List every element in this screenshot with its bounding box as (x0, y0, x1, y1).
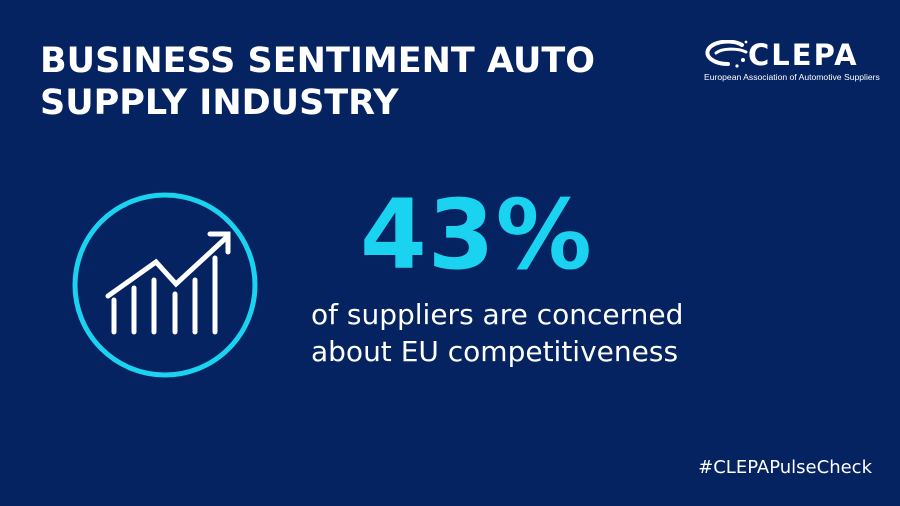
title-line-1: BUSINESS SENTIMENT AUTO (40, 41, 596, 81)
stat-description: of suppliers are concerned about EU comp… (311, 296, 683, 370)
stat-value: 43% (360, 179, 593, 291)
stat-description-line-2: about EU competitiveness (311, 335, 679, 368)
title-line-2: SUPPLY INDUSTRY (40, 83, 399, 123)
clepa-logo: CLEPA European Association of Automotive… (700, 38, 880, 88)
clepa-swoosh-icon (705, 40, 748, 68)
stat-description-line-1: of suppliers are concerned (311, 298, 684, 331)
growth-chart-icon (70, 190, 260, 380)
hashtag-label: #CLEPAPulseCheck (698, 457, 872, 478)
logo-wordmark: CLEPA (748, 38, 859, 72)
page-title: BUSINESS SENTIMENT AUTO SUPPLY INDUSTRY (40, 40, 595, 124)
logo-tagline: European Association of Automotive Suppl… (704, 72, 880, 82)
